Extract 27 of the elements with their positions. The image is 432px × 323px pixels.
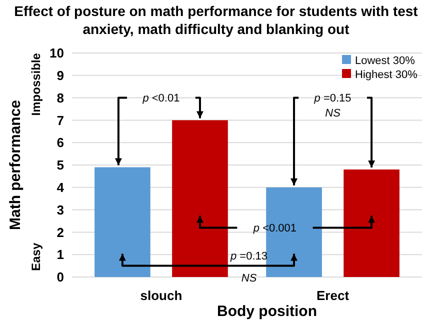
bar <box>172 120 228 277</box>
text: Easy <box>29 242 43 271</box>
y-tick-label: 10 <box>50 46 64 61</box>
y-tick-label: 8 <box>56 90 64 106</box>
y-tick-label: 9 <box>56 68 64 83</box>
y-tick-label: 2 <box>56 224 64 240</box>
x-tick-label: Erect <box>316 288 350 303</box>
annotation: p =0.15 <box>313 92 352 105</box>
annotation: p <0.01 <box>142 92 180 105</box>
y-tick-label: 4 <box>56 180 65 195</box>
bar <box>94 167 150 277</box>
y-axis-title: Math performance <box>7 100 24 230</box>
x-axis-title: Body position <box>217 303 317 320</box>
chart-title: Effect of posture on math performance for students with test anxiety, math difficulty and blanking out <box>14 3 418 37</box>
y-tick-label: 5 <box>56 158 64 173</box>
x-tick-label: slouch <box>140 288 182 303</box>
y-tick-label: 0 <box>56 270 64 285</box>
text: Impossible <box>29 52 43 116</box>
annotation: NS <box>325 108 342 120</box>
legend-label: Lowest 30% <box>355 54 416 67</box>
legend-label: Highest 30% <box>355 68 418 81</box>
y-tick-label: 7 <box>56 112 64 128</box>
y-tick-label: 6 <box>56 135 64 150</box>
y-tick-label: 1 <box>56 247 64 262</box>
y-tick-label: 3 <box>56 202 64 218</box>
annotation: NS <box>241 272 258 285</box>
bar <box>344 169 400 277</box>
